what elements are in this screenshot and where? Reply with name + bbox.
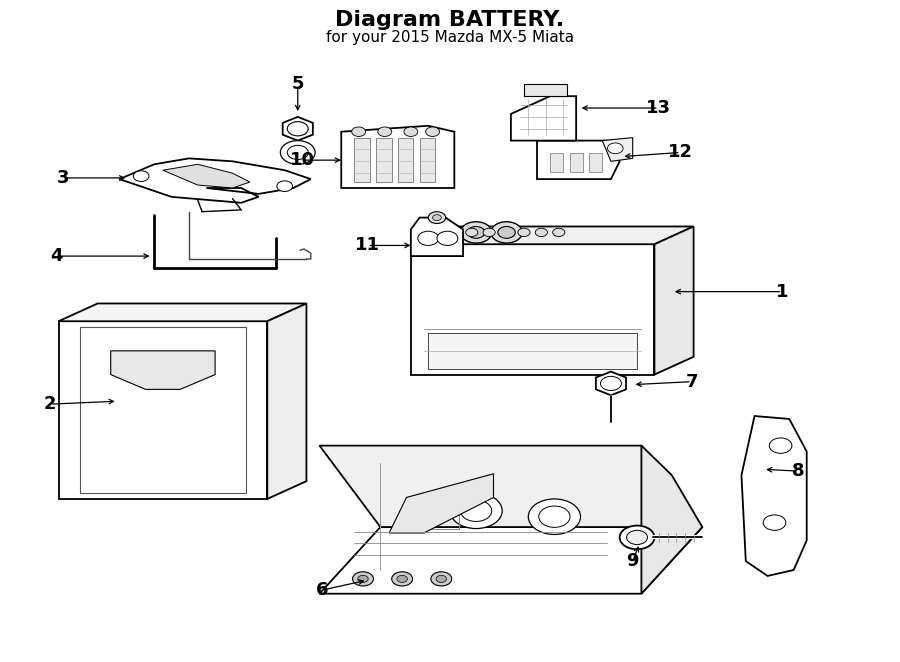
Polygon shape <box>58 303 306 321</box>
FancyBboxPatch shape <box>550 153 563 172</box>
FancyBboxPatch shape <box>419 138 436 182</box>
Circle shape <box>352 127 365 136</box>
Polygon shape <box>283 117 313 140</box>
FancyBboxPatch shape <box>590 153 602 172</box>
Text: 1: 1 <box>776 283 788 301</box>
FancyBboxPatch shape <box>428 333 637 369</box>
Polygon shape <box>120 158 310 203</box>
Text: 6: 6 <box>316 581 328 599</box>
Text: 2: 2 <box>43 395 56 413</box>
FancyBboxPatch shape <box>570 153 583 172</box>
Circle shape <box>461 500 491 522</box>
Circle shape <box>539 506 570 528</box>
Polygon shape <box>58 321 267 499</box>
Polygon shape <box>320 446 702 527</box>
FancyBboxPatch shape <box>376 138 392 182</box>
Text: 9: 9 <box>626 552 639 570</box>
Circle shape <box>536 228 547 236</box>
Circle shape <box>600 376 621 391</box>
Circle shape <box>483 228 495 236</box>
Circle shape <box>498 226 515 238</box>
Circle shape <box>553 228 565 236</box>
Circle shape <box>465 228 478 236</box>
Circle shape <box>433 214 441 220</box>
Polygon shape <box>602 138 633 162</box>
FancyBboxPatch shape <box>398 138 413 182</box>
Circle shape <box>763 515 786 530</box>
Text: for your 2015 Mazda MX-5 Miata: for your 2015 Mazda MX-5 Miata <box>326 30 574 45</box>
Circle shape <box>528 499 580 534</box>
Polygon shape <box>111 351 215 389</box>
Circle shape <box>426 127 439 136</box>
Circle shape <box>448 228 461 236</box>
Polygon shape <box>524 84 568 96</box>
Polygon shape <box>642 446 702 594</box>
Text: 11: 11 <box>355 236 380 254</box>
Text: 13: 13 <box>646 99 671 117</box>
Circle shape <box>358 575 368 583</box>
Polygon shape <box>410 244 654 375</box>
Circle shape <box>277 181 292 191</box>
Text: 12: 12 <box>668 144 693 162</box>
Text: 3: 3 <box>57 169 69 187</box>
Circle shape <box>608 143 623 154</box>
Text: 8: 8 <box>792 462 805 480</box>
Circle shape <box>436 575 446 583</box>
Circle shape <box>378 127 392 136</box>
Circle shape <box>287 122 308 136</box>
Circle shape <box>467 226 485 238</box>
Circle shape <box>626 530 647 545</box>
Text: 10: 10 <box>290 151 315 169</box>
Circle shape <box>461 222 491 243</box>
Polygon shape <box>389 474 493 533</box>
Circle shape <box>404 127 418 136</box>
Circle shape <box>450 493 502 528</box>
Polygon shape <box>163 164 250 188</box>
Polygon shape <box>654 226 694 375</box>
Polygon shape <box>537 140 619 179</box>
Polygon shape <box>267 303 306 499</box>
Polygon shape <box>410 226 694 244</box>
Circle shape <box>428 212 446 224</box>
FancyBboxPatch shape <box>355 138 370 182</box>
Text: 4: 4 <box>50 247 63 265</box>
Circle shape <box>133 171 149 181</box>
Circle shape <box>392 572 412 586</box>
Circle shape <box>287 146 308 160</box>
Circle shape <box>619 526 654 549</box>
Text: 5: 5 <box>292 75 304 93</box>
Circle shape <box>491 222 522 243</box>
Text: 7: 7 <box>686 373 698 391</box>
Circle shape <box>431 572 452 586</box>
Circle shape <box>397 575 408 583</box>
Polygon shape <box>596 371 626 395</box>
Polygon shape <box>410 218 463 256</box>
Polygon shape <box>341 126 454 188</box>
Circle shape <box>281 140 315 164</box>
Circle shape <box>437 231 458 246</box>
Circle shape <box>770 438 792 453</box>
Circle shape <box>418 231 438 246</box>
Polygon shape <box>511 96 576 140</box>
Circle shape <box>353 572 374 586</box>
Circle shape <box>518 228 530 236</box>
Polygon shape <box>320 527 702 594</box>
Text: Diagram BATTERY.: Diagram BATTERY. <box>336 10 564 30</box>
Polygon shape <box>742 416 806 576</box>
